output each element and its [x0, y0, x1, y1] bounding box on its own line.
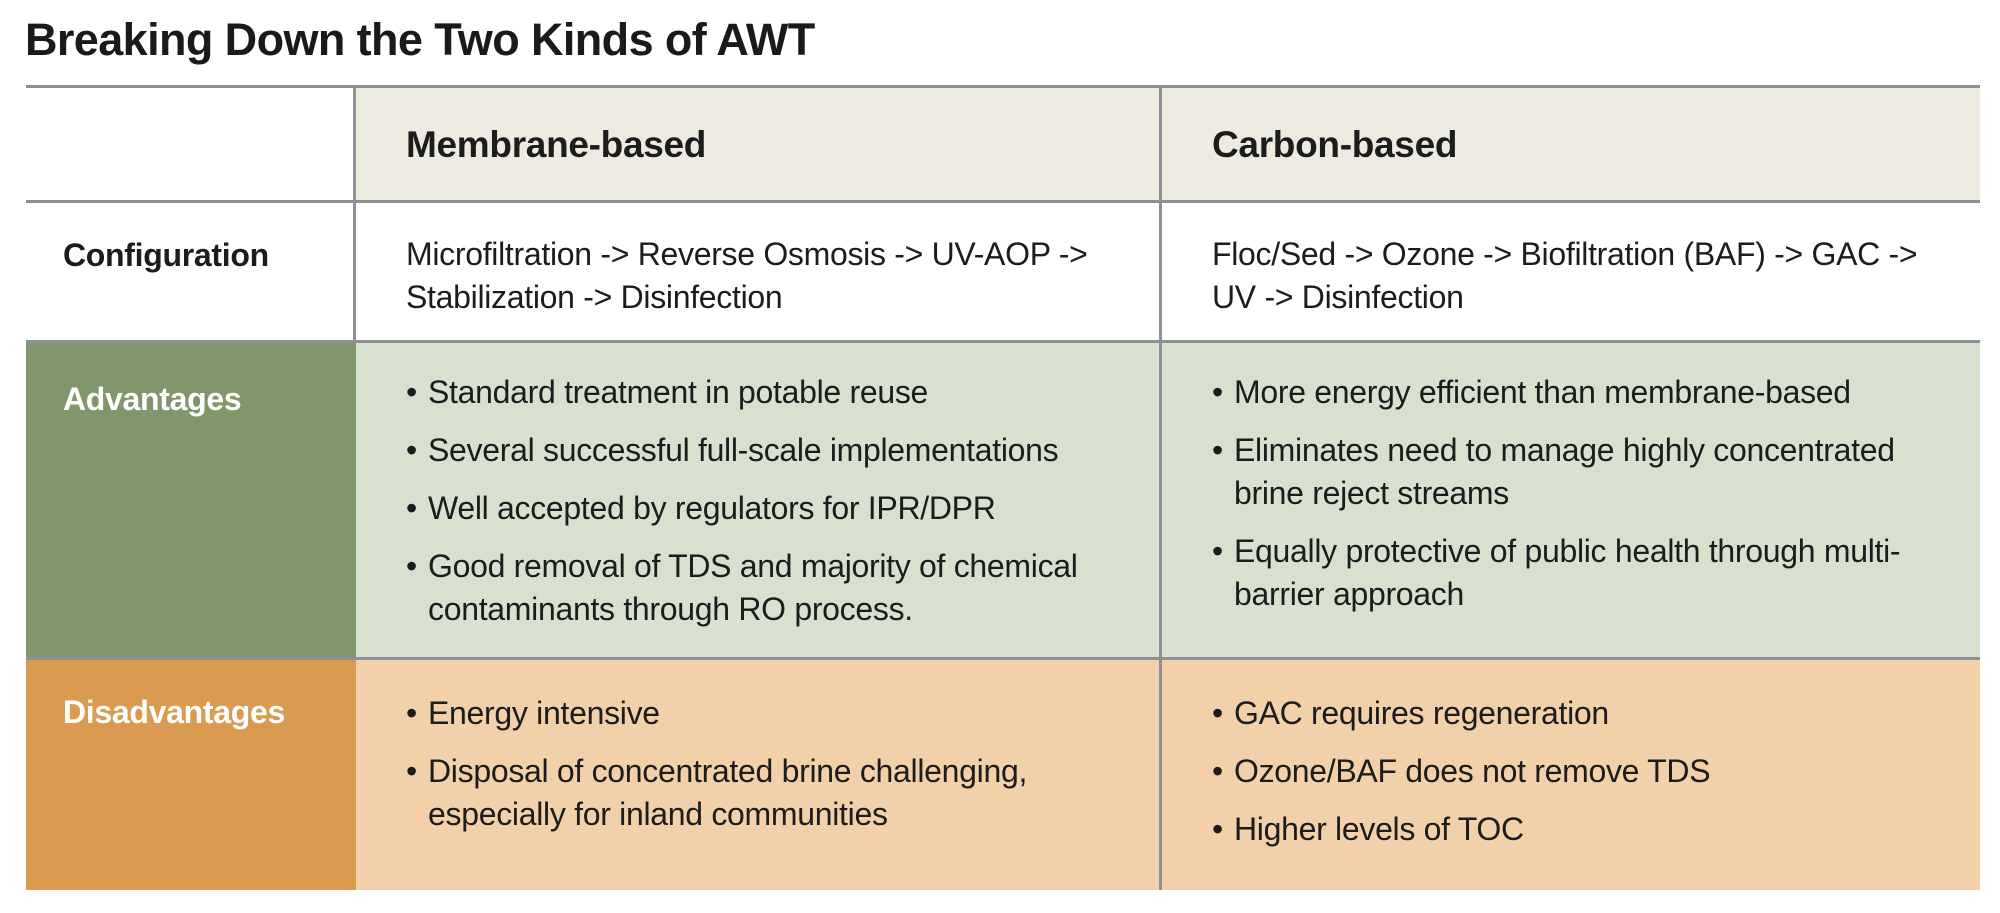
disadvantages-membrane-list: Energy intensive Disposal of concentrate… [406, 692, 1149, 836]
disadvantages-carbon-list: GAC requires regeneration Ozone/BAF does… [1212, 692, 1970, 851]
list-item: More energy efficient than membrane-base… [1212, 371, 1970, 414]
row-label-configuration: Configuration [26, 203, 356, 343]
list-item: Well accepted by regulators for IPR/DPR [406, 487, 1149, 530]
advantages-carbon-list: More energy efficient than membrane-base… [1212, 371, 1970, 616]
header-corner-cell [26, 88, 356, 203]
list-item: Equally protective of public health thro… [1212, 530, 1970, 616]
configuration-membrane: Microfiltration -> Reverse Osmosis -> UV… [356, 203, 1162, 343]
advantages-membrane: Standard treatment in potable reuse Seve… [356, 343, 1162, 660]
list-item: Several successful full-scale implementa… [406, 429, 1149, 472]
row-label-disadvantages: Disadvantages [26, 660, 356, 890]
row-label-advantages: Advantages [26, 343, 356, 660]
disadvantages-carbon: GAC requires regeneration Ozone/BAF does… [1162, 660, 1980, 890]
advantages-membrane-list: Standard treatment in potable reuse Seve… [406, 371, 1149, 631]
list-item: Standard treatment in potable reuse [406, 371, 1149, 414]
comparison-table: Membrane-based Carbon-based Configuratio… [26, 85, 1980, 890]
advantages-carbon: More energy efficient than membrane-base… [1162, 343, 1980, 660]
page-title: Breaking Down the Two Kinds of AWT [25, 14, 815, 65]
list-item: GAC requires regeneration [1212, 692, 1970, 735]
list-item: Energy intensive [406, 692, 1149, 735]
list-item: Higher levels of TOC [1212, 808, 1970, 851]
column-header-membrane: Membrane-based [356, 88, 1162, 203]
list-item: Ozone/BAF does not remove TDS [1212, 750, 1970, 793]
list-item: Good removal of TDS and majority of chem… [406, 545, 1149, 631]
configuration-carbon: Floc/Sed -> Ozone -> Biofiltration (BAF)… [1162, 203, 1980, 343]
list-item: Eliminates need to manage highly concent… [1212, 429, 1970, 515]
column-header-carbon: Carbon-based [1162, 88, 1980, 203]
list-item: Disposal of concentrated brine challengi… [406, 750, 1149, 836]
disadvantages-membrane: Energy intensive Disposal of concentrate… [356, 660, 1162, 890]
